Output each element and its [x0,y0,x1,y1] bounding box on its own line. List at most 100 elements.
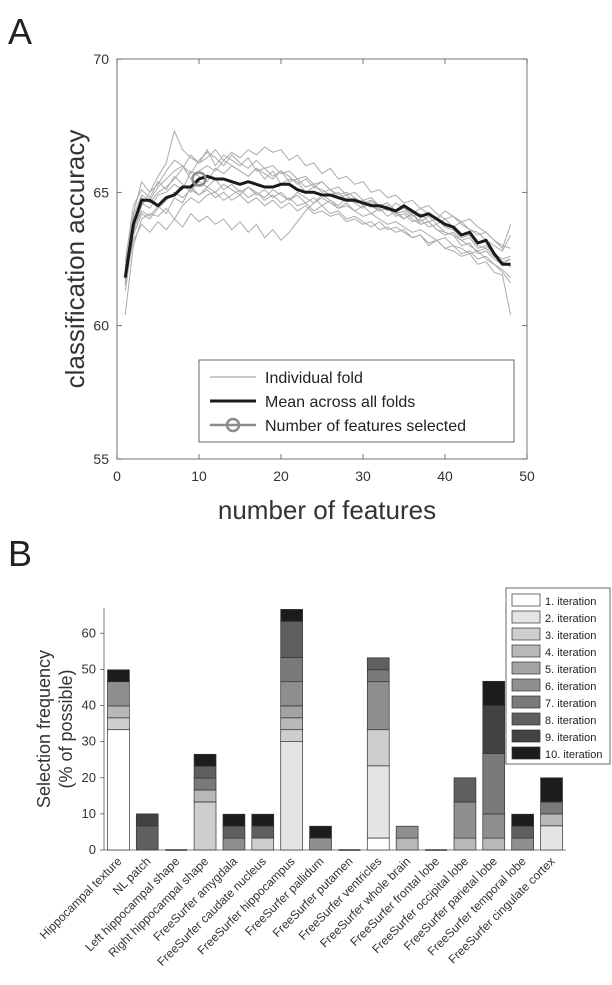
bar-segment-10 [107,669,130,683]
legend-swatch-iteration-8 [511,712,541,726]
y-tick-label-b: 60 [82,625,96,640]
legend-label-iteration-9: 9. iteration [545,732,596,744]
bar-segment-6 [395,825,419,839]
y-tick-label-b: 10 [82,806,96,821]
y-tick-label-b: 50 [82,661,96,676]
x-tick-label-a: 20 [273,468,289,484]
bar-segment-8 [280,621,303,658]
legend-swatch-iteration-4 [511,644,541,658]
legend-label-iteration-3: 3. iteration [545,630,596,642]
legend-label-individual: Individual fold [265,370,363,387]
bar-segment-6 [222,837,246,851]
legend-swatch-iteration-2 [511,610,541,624]
bar-segment-3 [366,729,390,767]
bar-segment-1 [107,729,130,851]
bar-segment-10 [193,753,217,767]
line-chart-panel-a: 0 10 20 30 40 50 55 60 65 70 classification accur… [60,51,535,525]
bar-segment-10 [280,609,303,622]
bar-segment-8 [222,825,246,839]
legend-label-iteration-5: 5. iteration [545,664,596,676]
bar-segment-8 [135,825,159,851]
legend-swatch-iteration-6 [511,678,541,692]
bar-segment-7 [280,657,303,683]
bar-segment-7 [482,753,506,815]
bar-segment-3 [280,729,303,742]
bar-segment-10 [511,813,534,827]
bar-segment-10 [251,813,275,827]
bar-segment-6 [309,837,332,851]
bar-segment-8 [193,765,217,779]
legend-label-iteration-10: 10. iteration [545,749,602,761]
bar-segment-10 [540,777,563,803]
legend-label-selected: Number of features selected [265,418,466,435]
fold-line-4 [124,146,512,276]
bar-segment-6 [482,813,506,839]
bar-segment-4 [482,837,506,851]
legend-swatch-iteration-1 [511,593,541,607]
bar-segment-6 [107,681,130,707]
bar-segment-8 [511,825,534,839]
bar-segment-2 [280,741,303,851]
y-tick-label-a: 55 [93,451,109,467]
legend-swatch-iteration-10 [511,746,541,760]
y-axis-label-a: classification accuracy [60,130,90,389]
bar-segment-2 [540,825,563,851]
bar-segment-4 [395,837,419,851]
x-tick-label-a: 50 [519,468,535,484]
bar-segment-5 [280,705,303,719]
bar-segment-9 [482,705,506,754]
bar-segment-4 [540,813,563,827]
bar-segment-4 [107,705,130,719]
y-tick-label-b: 40 [82,698,96,713]
fold-line-9 [124,183,512,292]
fold-line-10 [124,151,511,270]
y-tick-label-a: 60 [93,318,109,334]
y-tick-label-a: 65 [93,184,109,200]
legend-label-mean: Mean across all folds [265,394,415,411]
y-tick-label-b: 0 [89,842,96,857]
legend-label-iteration-6: 6. iteration [545,681,596,693]
bar-segment-3 [107,717,130,731]
selected-point-marker [191,171,207,187]
fold-line-6 [124,186,511,281]
x-tick-label-a: 10 [191,468,207,484]
bar-segment-8 [366,657,390,671]
x-axis-label-a: number of features [218,495,436,525]
mean-line [123,174,511,278]
legend-swatch-iteration-7 [511,695,541,709]
legend-a: Individual fold Mean across all folds Nu… [198,359,515,443]
bar-segment-4 [453,837,477,851]
bar-segment-7 [366,669,390,683]
legend-swatch-iteration-3 [511,627,541,641]
panel-label-b: B [8,533,32,574]
x-tick-label-a: 0 [113,468,121,484]
bar-segment-10 [482,680,506,706]
fold-line-7 [124,197,511,284]
legend-swatch-iteration-5 [511,661,541,675]
bar-segment-6 [453,801,477,839]
bar-segment-6 [366,681,390,731]
y-axis-label-b-line1: Selection frequency [34,650,54,808]
fold-line-5 [124,165,511,273]
bar-segment-4 [280,717,303,731]
bar-segment-3 [193,801,217,851]
legend-label-iteration-2: 2. iteration [545,613,596,625]
panel-label-a: A [8,11,32,52]
legend-label-iteration-8: 8. iteration [545,715,596,727]
x-tick-label-a: 30 [355,468,371,484]
legend-label-iteration-4: 4. iteration [545,647,596,659]
bar-segment-7 [540,801,563,815]
bar-segment-3 [251,837,275,851]
legend-b: 1. iteration 2. iteration 3. iteration 4. i… [505,587,611,765]
y-tick-label-b: 30 [82,734,96,749]
bar-segment-6 [280,681,303,707]
y-tick-label-b: 20 [82,770,96,785]
fold-line-2 [124,189,512,316]
legend-label-iteration-7: 7. iteration [545,698,596,710]
bar-segment-10 [309,825,332,839]
bar-segment-10 [222,813,246,827]
bar-segment-8 [251,825,275,839]
y-axis-label-b-line2: (% of possible) [56,669,76,788]
